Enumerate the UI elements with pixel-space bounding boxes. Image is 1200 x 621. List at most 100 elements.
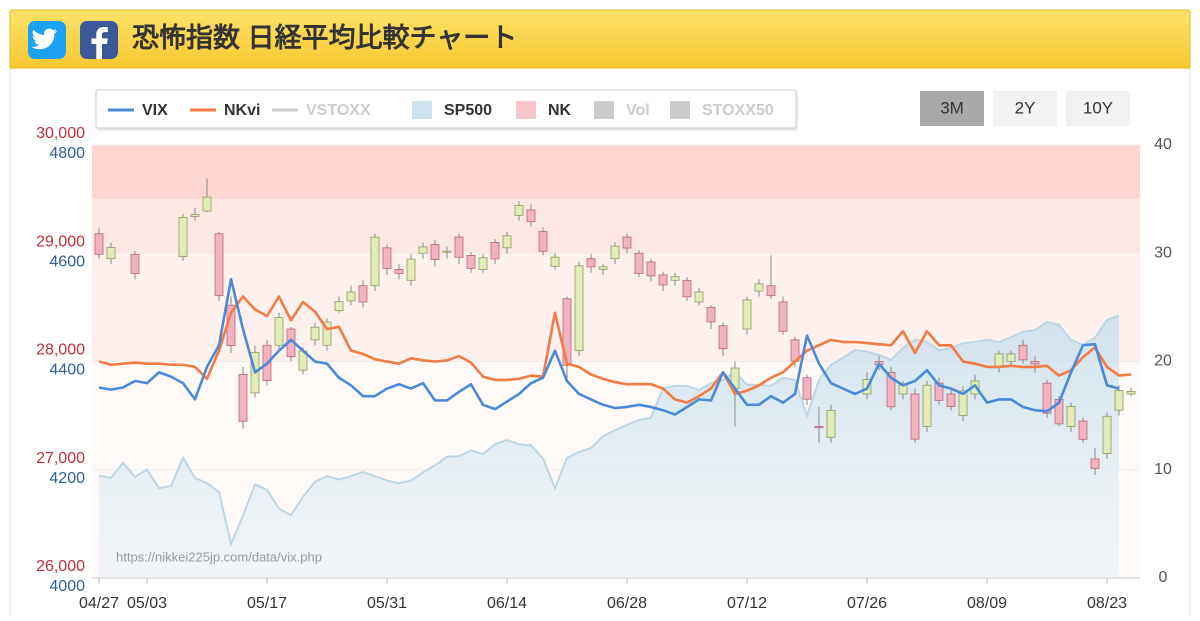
vix-zone (92, 145, 1140, 200)
legend-item[interactable]: Vol (594, 101, 650, 119)
x-tick-label: 05/17 (247, 595, 287, 612)
candle-body (430, 244, 440, 261)
candle-body (130, 253, 140, 274)
candle-body (574, 265, 584, 352)
candle-body (1018, 344, 1028, 361)
legend-item[interactable]: NK (516, 101, 572, 119)
x-tick-label: 05/31 (367, 595, 407, 612)
legend-label: STOXX50 (702, 102, 774, 119)
candle-body (742, 299, 752, 330)
candle-body (1066, 406, 1076, 427)
legend-item[interactable]: VIX (108, 102, 168, 119)
x-tick-label: 08/23 (1087, 595, 1127, 612)
range-button-bg (993, 91, 1057, 126)
candle-body (538, 231, 548, 252)
candle-body (238, 374, 248, 422)
candle-body (346, 291, 356, 302)
candle-body (394, 269, 404, 274)
candle-body (802, 377, 812, 400)
candle-body (754, 283, 764, 292)
range-button-label: 3M (940, 98, 964, 117)
x-tick-label: 04/27 (79, 595, 119, 612)
legend-label: SP500 (444, 102, 492, 119)
candle-body (658, 274, 668, 286)
candle-body (202, 196, 212, 212)
header-bar (9, 9, 1191, 69)
candle-body (922, 384, 932, 427)
legend-symbol (412, 101, 432, 119)
candle-body (598, 266, 608, 270)
line-vix (98, 277, 1120, 416)
source-watermark: https://nikkei225jp.com/data/vix.php (116, 549, 322, 564)
y-tick-label: 27,000 (36, 450, 85, 467)
header: 恐怖指数 日経平均比較チャート (9, 9, 1191, 69)
candle-body (706, 306, 716, 323)
y2-tick-label: 0 (1159, 569, 1168, 586)
range-button-bg (1066, 91, 1130, 126)
page-title: 恐怖指数 日経平均比較チャート (132, 22, 517, 53)
y-tick-label: 28,000 (36, 342, 85, 359)
candle-body (1042, 382, 1052, 414)
candle-body (814, 426, 824, 429)
candle-body (358, 285, 368, 303)
candle-body (478, 257, 488, 270)
candle-body (370, 236, 380, 287)
candle-body (526, 209, 536, 223)
candle-body (190, 214, 200, 217)
legend-label: VSTOXX (306, 102, 371, 119)
legend-item[interactable]: STOXX50 (670, 101, 774, 119)
candle-body (442, 250, 452, 253)
legend-symbol (670, 101, 690, 119)
x-tick-label: 05/03 (127, 595, 167, 612)
y3-tick-label: 4600 (49, 253, 85, 270)
y2-tick-label: 40 (1154, 136, 1172, 153)
range-button[interactable]: 10Y (1066, 91, 1130, 126)
y2-tick-label: 20 (1154, 353, 1172, 370)
y2-tick-label: 30 (1154, 244, 1172, 261)
candle-body (106, 247, 116, 260)
legend-label: NKvi (224, 102, 260, 119)
line-nkvi (98, 295, 1132, 404)
candle-body (514, 205, 524, 216)
candle-body (994, 353, 1004, 368)
x-tick-label: 07/26 (847, 595, 887, 612)
candle-body (274, 317, 284, 346)
range-button-bg (920, 91, 984, 126)
legend-symbol (594, 101, 614, 119)
y3-tick-label: 4400 (49, 362, 85, 379)
y-tick-label: 26,000 (36, 558, 85, 575)
candle-body (682, 279, 692, 298)
candle-body (466, 255, 476, 269)
candle-body (502, 235, 512, 249)
facebook-icon[interactable] (80, 21, 118, 59)
candle-body (178, 217, 188, 257)
legend-item[interactable]: SP500 (412, 101, 492, 119)
candle-body (334, 301, 344, 312)
y-tick-label: 29,000 (36, 233, 85, 250)
range-button[interactable]: 2Y (993, 91, 1057, 126)
candle-body (910, 393, 920, 440)
legend: VIX NKvi VSTOXX SP500 NK Vol STOXX50 (95, 89, 797, 129)
plot-area (92, 144, 1140, 584)
candle-body (214, 233, 224, 297)
vix-zone (92, 199, 1140, 254)
candle-body (1114, 390, 1124, 411)
legend-box (95, 89, 797, 129)
candle-body (418, 246, 428, 254)
candle-body (958, 390, 968, 417)
twitter-icon[interactable] (28, 21, 66, 59)
x-tick-label: 06/28 (607, 595, 647, 612)
legend-item[interactable]: VSTOXX (272, 102, 371, 119)
range-button-label: 10Y (1083, 98, 1113, 117)
legend-item[interactable]: NKvi (190, 102, 260, 119)
candle-body (1078, 420, 1088, 440)
candle-body (382, 247, 392, 269)
candle-body (670, 276, 680, 281)
candle-body (406, 258, 416, 281)
candle-body (310, 326, 320, 341)
candle-body (490, 242, 500, 260)
range-button[interactable]: 3M (920, 91, 984, 126)
y2-tick-label: 10 (1154, 461, 1172, 478)
legend-label: NK (548, 102, 572, 119)
y3-tick-label: 4200 (49, 470, 85, 487)
